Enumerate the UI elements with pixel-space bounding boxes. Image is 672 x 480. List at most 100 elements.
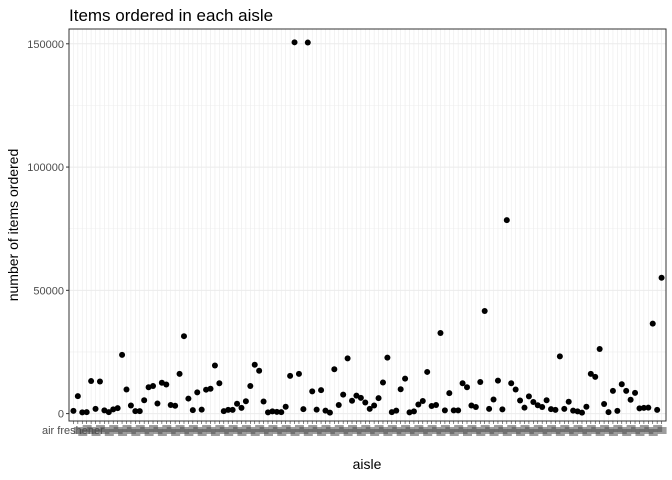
- data-point: [247, 382, 254, 389]
- x-tick-label-overlap: [104, 429, 114, 436]
- data-point: [216, 380, 223, 387]
- data-point: [397, 386, 404, 393]
- data-point: [70, 407, 77, 414]
- data-point: [318, 387, 325, 394]
- data-point: [441, 407, 448, 414]
- x-tick-label-overlap: [250, 429, 260, 436]
- data-point: [654, 406, 661, 413]
- data-point: [556, 353, 563, 360]
- y-axis-title: number of items ordered: [5, 149, 21, 302]
- x-tick-label-overlap: [264, 429, 273, 436]
- x-tick-label-overlap: [171, 429, 181, 436]
- x-tick-label-overlap: [529, 429, 539, 436]
- data-point: [180, 333, 187, 340]
- data-point: [601, 400, 608, 407]
- data-point: [105, 409, 112, 416]
- data-point: [194, 389, 201, 396]
- data-point: [238, 404, 245, 411]
- data-point: [614, 407, 621, 414]
- data-point: [548, 406, 555, 413]
- data-point: [419, 398, 426, 405]
- x-tick-label-first: air freshener: [42, 425, 104, 437]
- x-tick-label-overlap: [648, 429, 658, 436]
- plot-border: [68, 28, 667, 422]
- data-point: [609, 387, 616, 394]
- x-tick-label-overlap: [582, 429, 592, 436]
- data-point: [645, 404, 652, 411]
- data-point: [326, 409, 333, 416]
- data-point: [578, 409, 585, 416]
- data-point: [424, 368, 431, 375]
- x-tick-label-overlap: [78, 429, 88, 436]
- data-point: [300, 406, 307, 413]
- data-point: [512, 386, 519, 393]
- x-tick-label-overlap: [118, 429, 128, 436]
- data-point: [123, 386, 130, 393]
- data-point: [211, 362, 218, 369]
- data-point: [517, 397, 524, 404]
- x-tick-label-overlap: [622, 429, 632, 436]
- x-tick-label-overlap: [463, 429, 472, 436]
- data-point: [640, 404, 647, 411]
- data-point: [340, 391, 347, 398]
- data-point: [455, 407, 462, 414]
- data-point: [269, 408, 276, 415]
- data-point: [344, 355, 351, 362]
- data-point: [176, 370, 183, 377]
- x-tick-label-overlap: [657, 427, 667, 434]
- data-point: [282, 403, 289, 410]
- data-point: [446, 390, 453, 397]
- x-tick-label-overlap: [555, 429, 565, 436]
- data-point: [198, 406, 205, 413]
- data-point: [490, 396, 497, 403]
- data-point: [587, 370, 594, 377]
- data-point: [185, 395, 192, 402]
- data-point: [229, 406, 236, 413]
- x-tick-label-overlap: [210, 429, 220, 436]
- data-point: [525, 393, 532, 400]
- y-tick-label: 50000: [33, 285, 64, 297]
- data-point: [605, 409, 612, 416]
- x-tick-label-overlap: [608, 429, 618, 436]
- data-point: [393, 407, 400, 414]
- x-tick-label-overlap: [489, 429, 499, 436]
- x-tick-label-overlap: [144, 429, 154, 436]
- y-tick-label: 0: [58, 409, 64, 421]
- data-point: [273, 408, 280, 415]
- x-tick-label-overlap: [409, 429, 419, 436]
- data-point: [472, 403, 479, 410]
- data-point: [242, 398, 249, 405]
- data-point: [623, 387, 630, 394]
- data-point: [384, 354, 391, 361]
- x-tick-label-overlap: [569, 429, 579, 436]
- data-point: [278, 409, 285, 416]
- plot-background: [69, 29, 666, 421]
- data-point: [627, 396, 634, 403]
- data-point: [658, 274, 665, 281]
- data-point: [596, 346, 603, 353]
- data-point: [618, 381, 625, 388]
- data-point: [379, 379, 386, 386]
- x-axis: [73, 421, 667, 436]
- data-point: [375, 395, 382, 402]
- x-tick-label-overlap: [91, 429, 101, 436]
- x-tick-label-overlap: [197, 429, 207, 436]
- data-point: [79, 409, 86, 416]
- data-point: [459, 380, 466, 387]
- data-point: [256, 367, 263, 374]
- data-point: [287, 372, 294, 379]
- data-point: [141, 397, 148, 404]
- data-point: [552, 406, 559, 413]
- data-point: [295, 370, 302, 377]
- data-point: [150, 382, 157, 389]
- data-point: [335, 401, 342, 408]
- x-tick-label-overlap: [157, 429, 167, 436]
- x-tick-label-overlap: [476, 429, 486, 436]
- data-point: [92, 405, 99, 412]
- data-point: [251, 361, 258, 368]
- x-tick-label-overlap: [436, 429, 446, 436]
- data-point: [83, 409, 90, 416]
- y-axis: 0 50000 100000 150000: [27, 39, 69, 421]
- data-point: [353, 392, 360, 399]
